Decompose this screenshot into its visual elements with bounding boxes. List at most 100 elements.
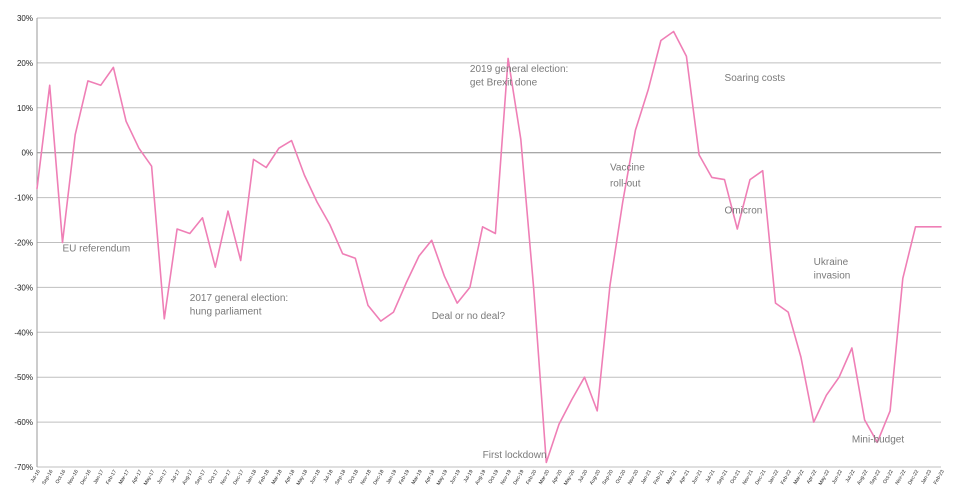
x-tick-label: May-17 xyxy=(143,469,157,487)
x-tick-label: Feb-18 xyxy=(258,469,271,486)
annotation-label: Omicron xyxy=(725,205,763,216)
x-tick-label: Mar-21 xyxy=(665,469,678,486)
x-tick-label: Feb-22 xyxy=(780,469,793,486)
annotation-label: get Brexit done xyxy=(470,77,538,88)
x-tick-label: Nov-17 xyxy=(219,469,232,486)
x-tick-label: Dec-19 xyxy=(512,469,525,486)
y-tick-label: 10% xyxy=(17,104,33,113)
y-tick-label: -20% xyxy=(14,239,33,248)
annotation-label: Mini-budget xyxy=(852,434,904,445)
x-tick-label: May-19 xyxy=(436,469,450,487)
x-tick-label: Mar-20 xyxy=(538,469,551,486)
x-tick-label: Apr-18 xyxy=(284,469,297,485)
x-axis-tick-labels: Jul-16 Sep-16 Oct-16 Nov-16 Dec-16 Jan-17 Feb-… xyxy=(30,469,946,487)
x-tick-label: Sep-21 xyxy=(716,469,729,486)
x-tick-label: Nov-19 xyxy=(500,469,513,486)
x-tick-label: May-22 xyxy=(818,469,832,487)
x-tick-label: Nov-18 xyxy=(360,469,373,486)
annotation-label: First lockdown xyxy=(483,450,547,461)
x-tick-label: Nov-22 xyxy=(894,469,907,486)
y-tick-label: -10% xyxy=(14,194,33,203)
x-tick-label: Apr-20 xyxy=(551,469,564,485)
x-tick-label: Feb-21 xyxy=(653,469,666,486)
y-axis-tick-labels: 30% 20% 10% 0% -10% -20% -30% -40% -50% -60% -70% xyxy=(14,14,33,472)
x-tick-label: Apr-22 xyxy=(806,469,819,485)
x-tick-label: Jan-18 xyxy=(245,469,258,485)
x-tick-label: Nov-20 xyxy=(627,469,640,486)
annotations: EU referendum 2017 general election: hung … xyxy=(62,64,904,461)
x-tick-label: Nov-21 xyxy=(741,469,754,486)
x-tick-label: Apr-19 xyxy=(424,469,437,485)
x-tick-label: Dec-17 xyxy=(232,469,245,486)
x-tick-label: Sep-20 xyxy=(601,469,614,486)
x-tick-label: Jul-20 xyxy=(577,469,589,484)
x-tick-label: Feb-20 xyxy=(525,469,538,486)
x-tick-label: Dec-18 xyxy=(372,469,385,486)
x-tick-label: Jun-17 xyxy=(156,469,169,485)
x-tick-label: Jan-19 xyxy=(385,469,398,485)
x-tick-label: Jul-18 xyxy=(323,469,335,484)
x-tick-label: Oct-22 xyxy=(882,469,895,485)
x-tick-label: Apr-21 xyxy=(678,469,691,485)
x-tick-label: Mar-22 xyxy=(793,469,806,486)
x-tick-label: Jun-18 xyxy=(309,469,322,485)
x-tick-label: Jan-17 xyxy=(93,469,106,485)
annotation-label: Ukraine xyxy=(814,257,849,268)
x-tick-label: Oct-16 xyxy=(54,469,67,485)
x-tick-label: Nov-16 xyxy=(67,469,80,486)
x-tick-label: Oct-17 xyxy=(207,469,220,485)
x-tick-label: May-20 xyxy=(563,469,577,487)
x-tick-label: Jan-22 xyxy=(767,469,780,485)
annotation-label: 2019 general election: xyxy=(470,64,568,75)
x-tick-label: Oct-20 xyxy=(615,469,628,485)
x-tick-label: Feb-19 xyxy=(398,469,411,486)
x-tick-label: Sep-22 xyxy=(869,469,882,486)
annotation-label: Soaring costs xyxy=(725,73,786,84)
series-line xyxy=(36,30,942,464)
y-tick-label: 0% xyxy=(21,149,33,158)
x-tick-label: Aug-20 xyxy=(589,469,602,486)
y-tick-label: -70% xyxy=(14,463,33,472)
x-tick-label: Jul-22 xyxy=(845,469,857,484)
y-tick-label: 20% xyxy=(17,59,33,68)
annotation-label: hung parliament xyxy=(190,306,262,317)
x-tick-label: Mar-17 xyxy=(118,469,131,486)
annotation-label: Deal or no deal? xyxy=(432,311,506,322)
annotation-label: 2017 general election: xyxy=(190,293,288,304)
y-tick-label: -30% xyxy=(14,283,33,292)
x-tick-label: Sep-17 xyxy=(194,469,207,486)
x-tick-label: Jun-19 xyxy=(449,469,462,485)
x-tick-label: Jul-21 xyxy=(705,469,717,484)
x-tick-label: Feb-17 xyxy=(105,469,118,486)
x-tick-label: May-18 xyxy=(296,469,310,487)
x-tick-label: Dec-16 xyxy=(79,469,92,486)
x-tick-label: Aug-19 xyxy=(474,469,487,486)
x-tick-label: Aug-17 xyxy=(181,469,194,486)
x-tick-label: Jun-21 xyxy=(691,469,704,485)
y-tick-label: -40% xyxy=(14,328,33,337)
x-tick-label: Sep-18 xyxy=(334,469,347,486)
x-tick-label: Jan-21 xyxy=(640,469,653,485)
gridlines xyxy=(36,17,941,468)
x-tick-label: Jul-17 xyxy=(170,469,182,484)
x-tick-label: Apr-17 xyxy=(131,469,144,485)
annotation-label: Vaccine xyxy=(610,163,645,174)
y-tick-label: -60% xyxy=(14,418,33,427)
x-tick-label: Dec-22 xyxy=(907,469,920,486)
x-tick-label: Jul-19 xyxy=(463,469,475,484)
annotation-label: roll-out xyxy=(610,178,641,189)
x-tick-label: Aug-22 xyxy=(856,469,869,486)
x-tick-label: Dec-21 xyxy=(754,469,767,486)
x-tick-label: Mar-18 xyxy=(271,469,284,486)
annotation-label: EU referendum xyxy=(62,243,130,254)
x-tick-label: Jun-22 xyxy=(831,469,844,485)
annotation-label: invasion xyxy=(814,270,851,281)
y-tick-label: -50% xyxy=(14,373,33,382)
data-series xyxy=(36,30,942,464)
x-tick-label: Feb-23 xyxy=(933,469,946,486)
x-tick-label: Oct-19 xyxy=(487,469,500,485)
y-tick-label: 30% xyxy=(17,14,33,23)
x-tick-label: Mar-19 xyxy=(411,469,424,486)
x-tick-label: Oct-21 xyxy=(729,469,742,485)
